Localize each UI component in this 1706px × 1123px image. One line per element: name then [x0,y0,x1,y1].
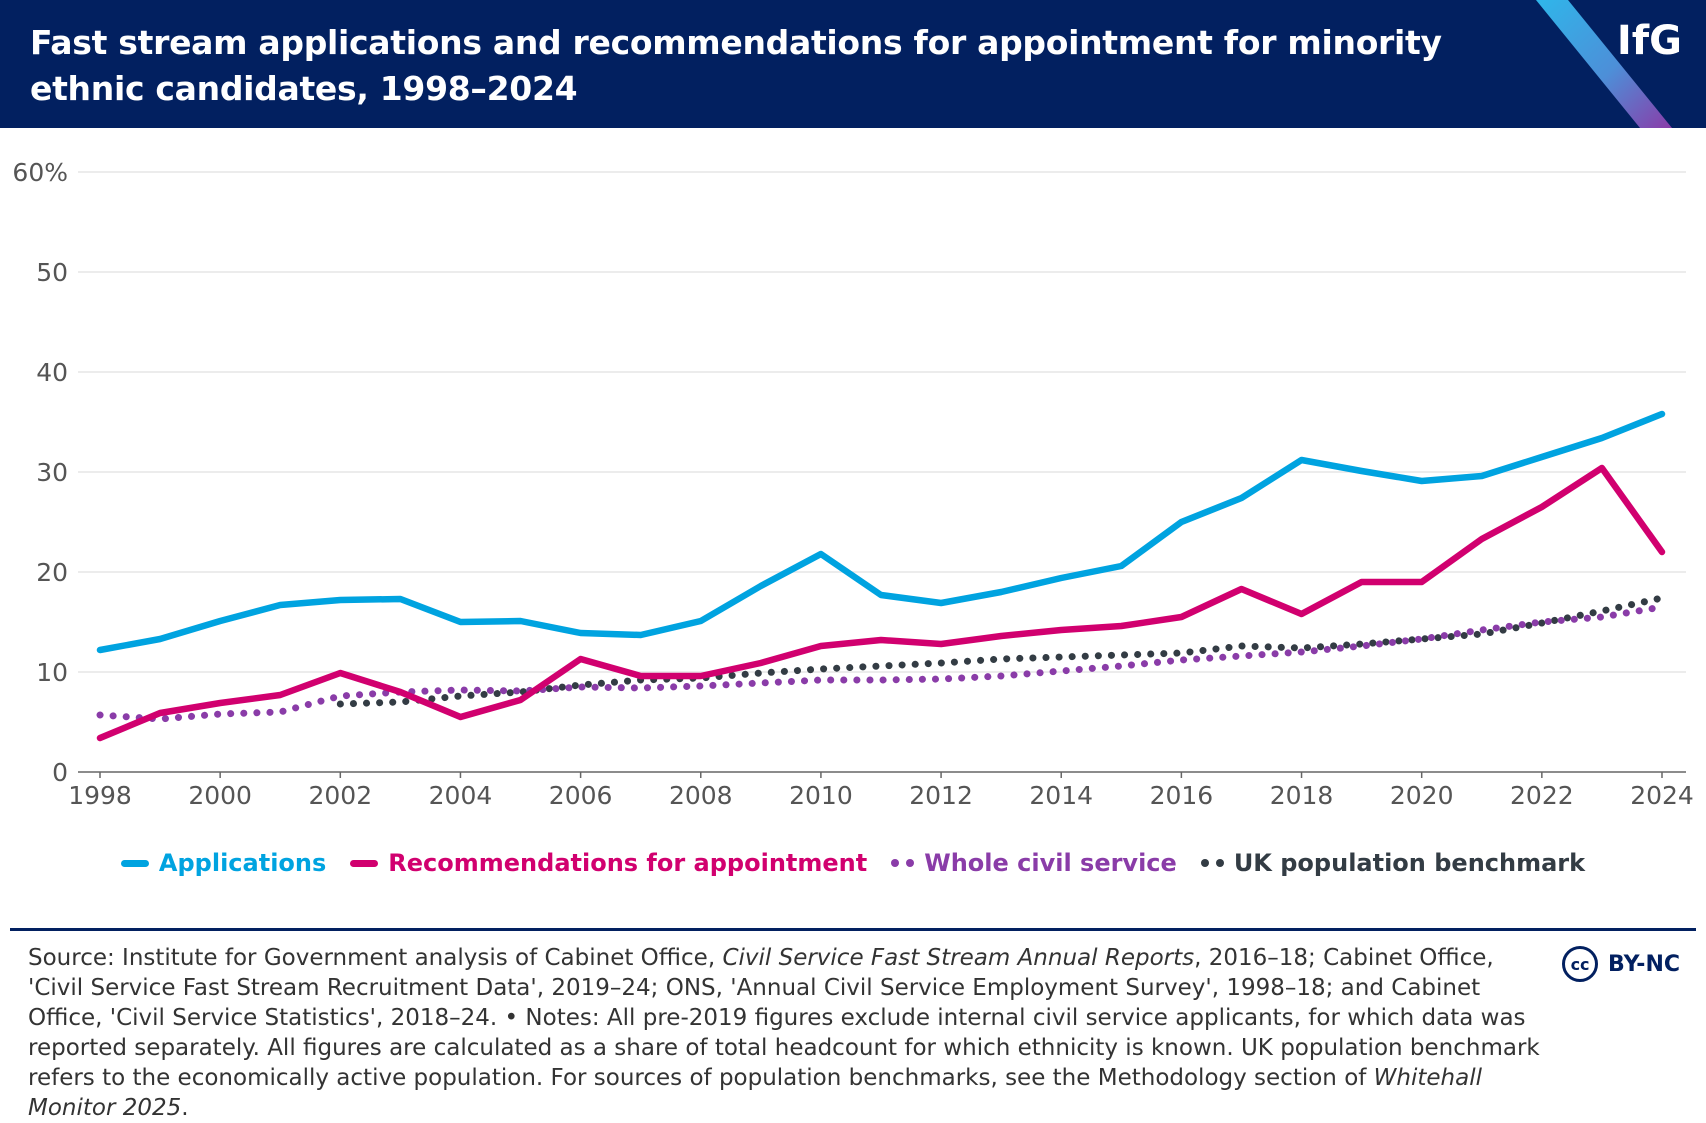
ifg-logo: IfG [1616,18,1682,64]
legend-item-recommendations: Recommendations for appointment [350,849,867,877]
legend-item-uk-population: UK population benchmark [1200,849,1586,877]
whole-civil-service-dot-swatch [891,859,915,867]
chart-title: Fast stream applications and recommendat… [30,23,1442,108]
x-tick-label-12: 2022 [1510,781,1574,810]
x-tick-label-5: 2008 [669,781,733,810]
x-tick-label-10: 2018 [1270,781,1334,810]
source-text-body: , 2016–18; Cabinet Office, 'Civil Servic… [28,945,1540,1091]
x-tick-label-8: 2014 [1029,781,1093,810]
license-text: BY-NC [1608,951,1680,977]
x-tick-label-2: 2002 [308,781,372,810]
y-tick-label-5: 50 [36,258,68,287]
x-tick-label-3: 2004 [429,781,493,810]
chart-legend: Applications Recommendations for appoint… [0,843,1706,883]
line-chart: 0 10 20 30 40 50 60% 1998 2000 2002 2004 2006 2008 2… [12,158,1694,810]
recommendations-line-swatch [350,859,379,867]
legend-label-recommendations: Recommendations for appointment [388,849,868,877]
series-line-uk-population [336,594,1666,708]
source-note: Source: Institute for Government analysi… [28,943,1548,1123]
legend-label-whole-civil-service: Whole civil service [924,849,1177,877]
uk-population-dot-swatch [1200,859,1224,867]
source-text-prefix: Source: Institute for Government analysi… [28,945,723,971]
y-tick-label-4: 40 [36,358,68,387]
x-tick-label-13: 2024 [1630,781,1694,810]
series-line-applications [96,410,1666,654]
source-title-fast-stream: Civil Service Fast Stream Annual Reports [722,945,1195,971]
x-tick-label-9: 2016 [1150,781,1214,810]
legend-label-uk-population: UK population benchmark [1233,849,1586,877]
x-tick-label-7: 2012 [909,781,973,810]
license-badge[interactable]: cc BY-NC [1562,946,1680,982]
y-tick-label-6: 60% [12,158,68,187]
x-tick-label-4: 2006 [549,781,613,810]
y-axis-tick-labels: 0 10 20 30 40 50 60% [12,158,68,787]
footer-divider [10,928,1696,931]
legend-item-whole-civil-service: Whole civil service [891,849,1177,877]
chart-header: Fast stream applications and recommendat… [0,0,1706,128]
creative-commons-icon: cc [1562,946,1599,982]
y-tick-label-3: 30 [36,458,68,487]
y-tick-label-2: 20 [36,558,68,587]
legend-item-applications: Applications [120,849,327,877]
x-tick-label-0: 1998 [68,781,132,810]
series-line-recommendations [96,464,1666,742]
x-tick-label-11: 2020 [1390,781,1454,810]
series-line-whole-civil-service [96,603,1666,723]
x-axis-tick-labels: 1998 2000 2002 2004 2006 2008 2010 2012 2014 2016… [68,772,1694,810]
series-lines [96,410,1666,742]
legend-label-applications: Applications [158,849,327,877]
source-text-suffix: . [181,1095,189,1121]
applications-line-swatch [120,859,149,867]
y-tick-label-1: 10 [36,658,68,687]
x-tick-label-6: 2010 [789,781,853,810]
brand-stripe-graphic [1536,0,1672,128]
y-tick-label-0: 0 [52,758,68,787]
x-tick-label-1: 2000 [188,781,252,810]
